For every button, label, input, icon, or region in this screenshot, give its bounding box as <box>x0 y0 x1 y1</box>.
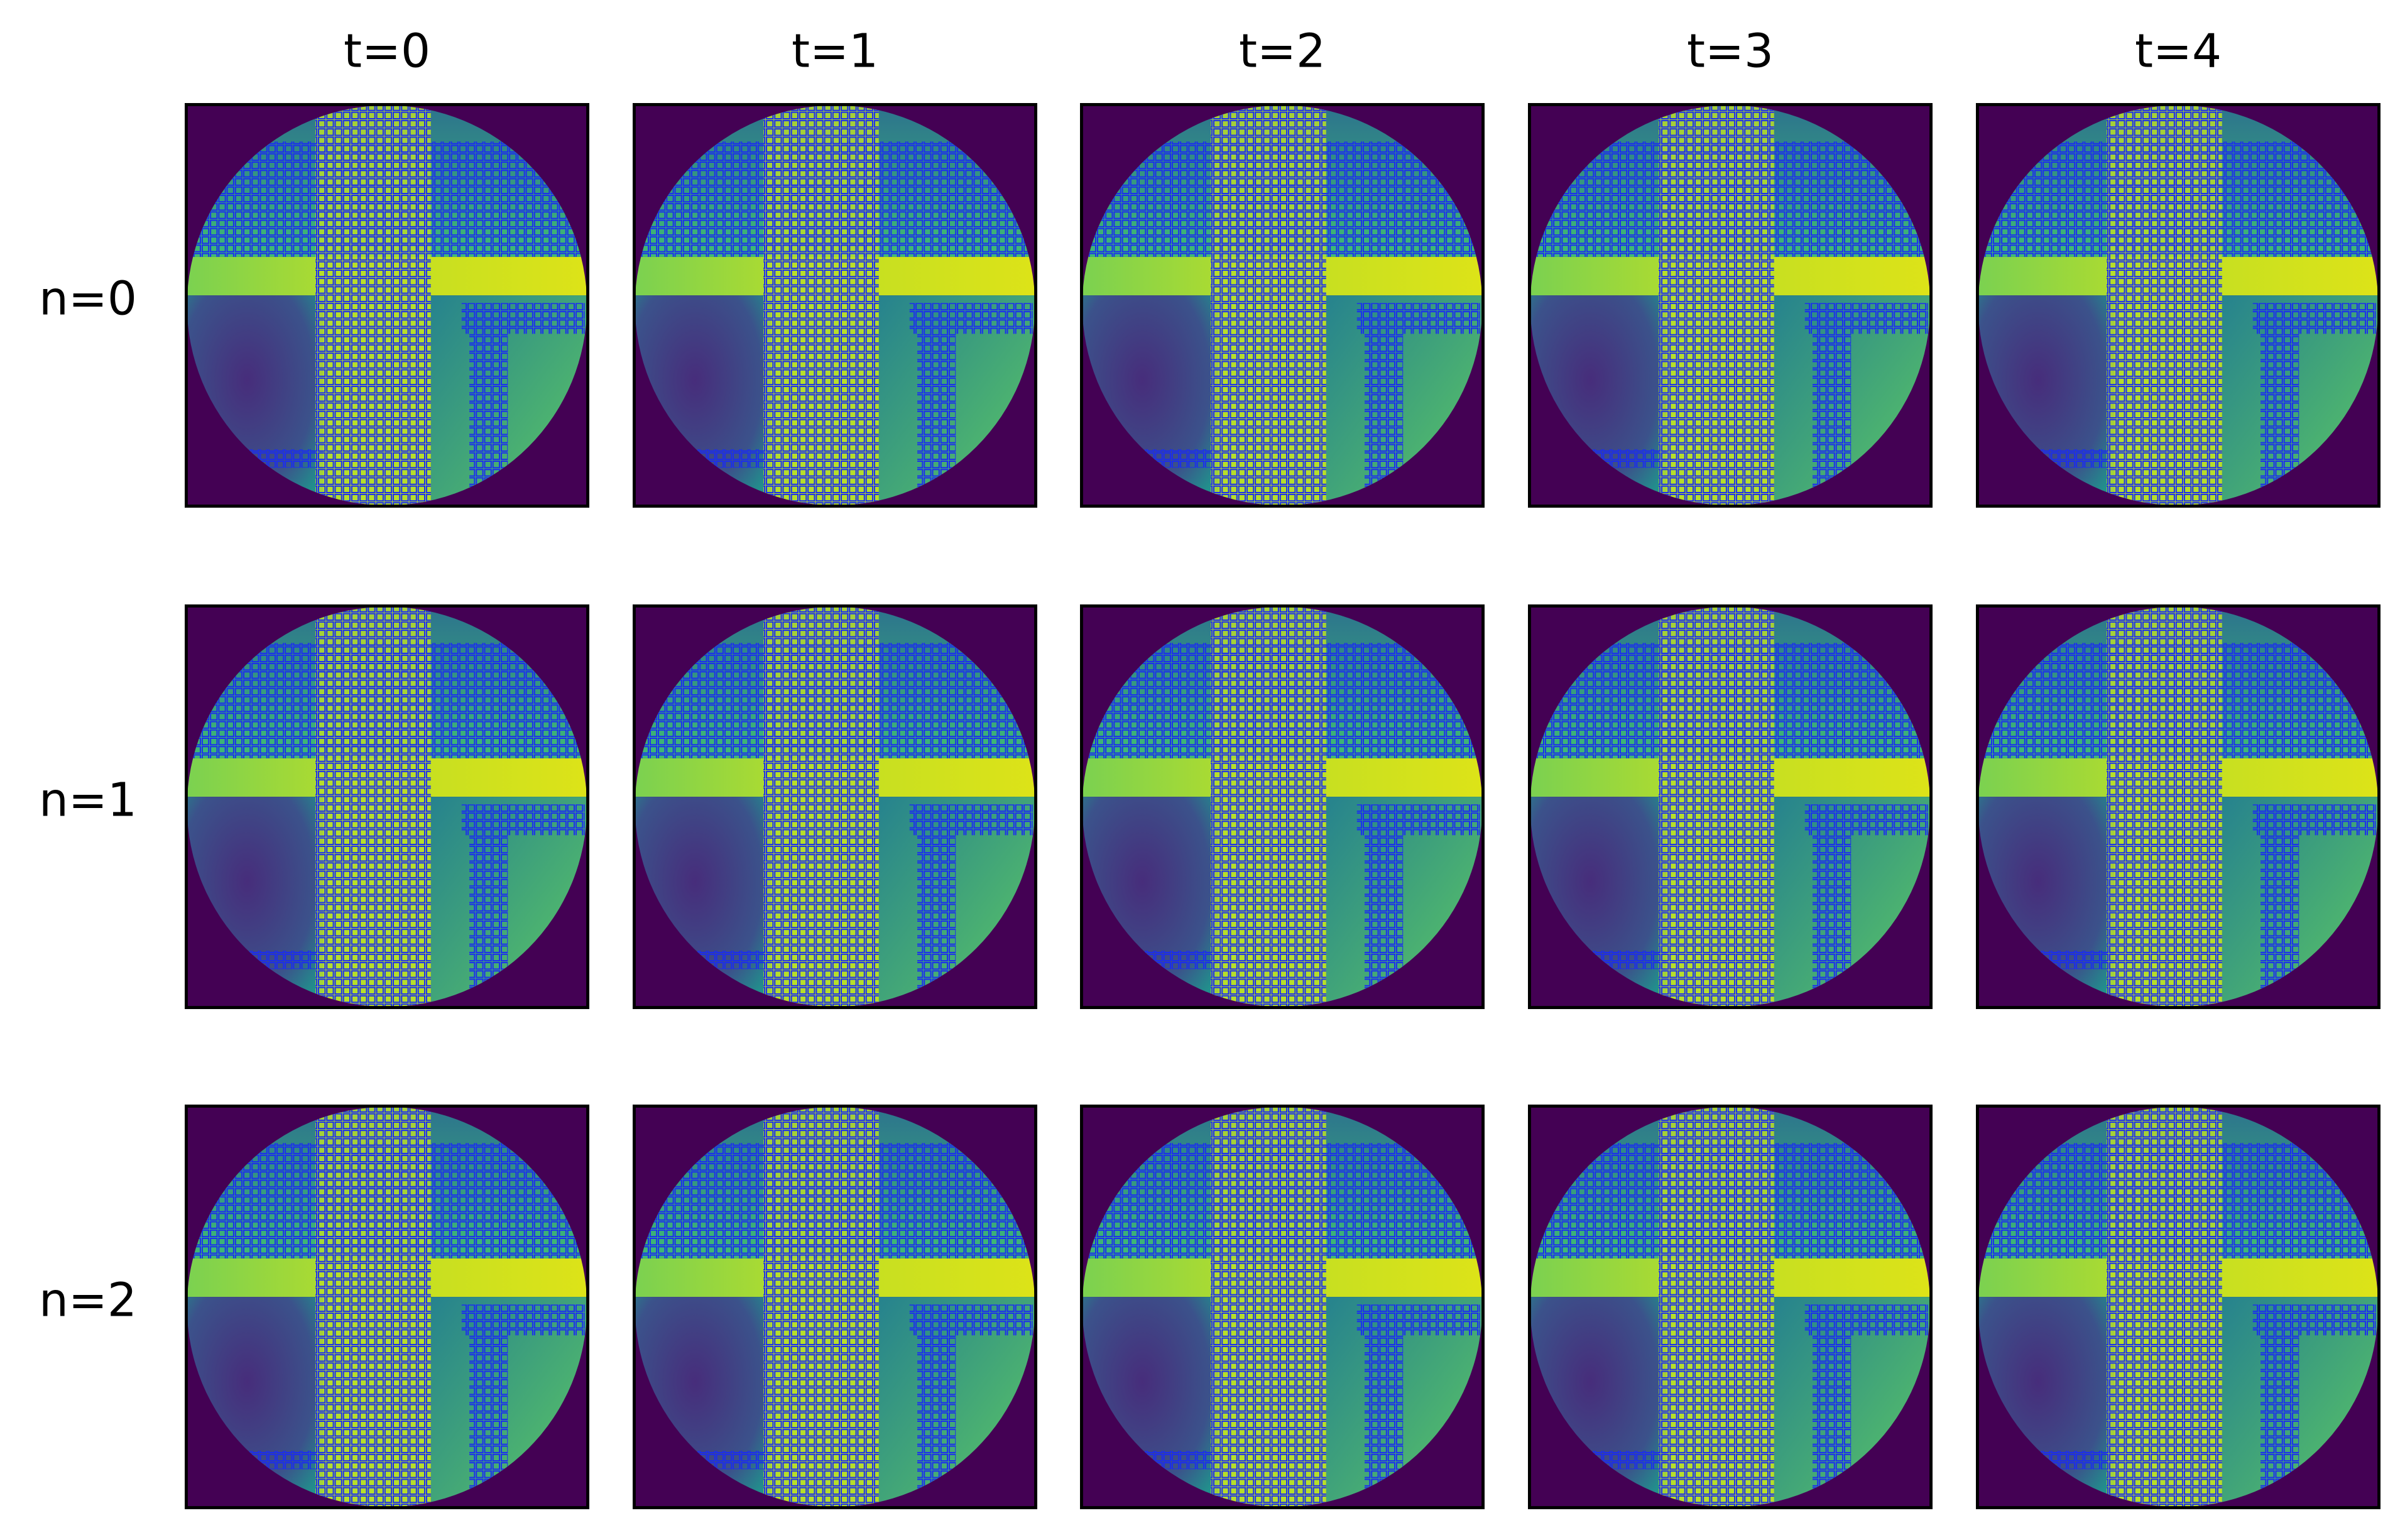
wafer-panel <box>185 1105 589 1509</box>
column-label: t=2 <box>1239 25 1326 79</box>
wafer-panel <box>1976 103 2380 508</box>
wafer-panel <box>1528 604 1933 1009</box>
wafer-panel <box>185 103 589 508</box>
column-label: t=0 <box>344 25 430 79</box>
wafer-panel <box>633 1105 1037 1509</box>
wafer-panel <box>1080 103 1485 508</box>
wafer-panel <box>1528 103 1933 508</box>
column-label: t=4 <box>2135 25 2222 79</box>
row-label: n=0 <box>39 272 137 326</box>
wafer-panel <box>633 103 1037 508</box>
wafer-panel <box>185 604 589 1009</box>
wafer-panel <box>633 604 1037 1009</box>
row-label: n=1 <box>39 773 137 827</box>
row-label: n=2 <box>39 1274 137 1328</box>
wafer-panel <box>1080 1105 1485 1509</box>
wafer-panel <box>1528 1105 1933 1509</box>
column-label: t=1 <box>792 25 878 79</box>
column-label: t=3 <box>1687 25 1774 79</box>
wafer-panel <box>1976 604 2380 1009</box>
wafer-panel <box>1976 1105 2380 1509</box>
wafer-panel <box>1080 604 1485 1009</box>
